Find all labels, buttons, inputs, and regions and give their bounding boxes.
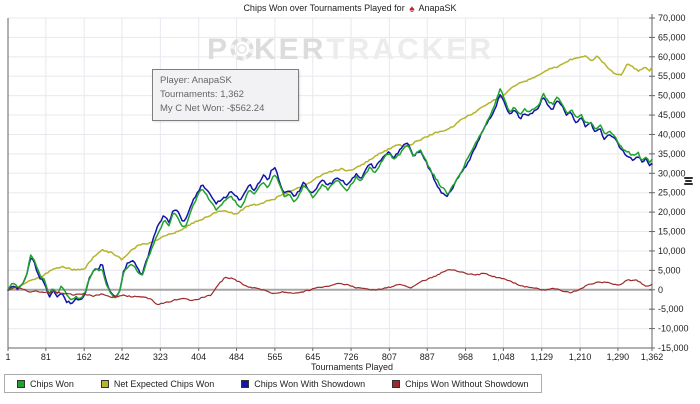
watermark-poker-ker: KER bbox=[254, 33, 327, 66]
svg-text:1: 1 bbox=[5, 352, 10, 362]
series-chips-won-without-showdown bbox=[7, 269, 653, 306]
svg-text:162: 162 bbox=[77, 352, 92, 362]
chips-unit-icon bbox=[684, 177, 693, 185]
chips-won-swatch-icon bbox=[17, 379, 25, 388]
svg-text:10,000: 10,000 bbox=[658, 246, 686, 256]
legend: Chips Won Net Expected Chips Won Chips W… bbox=[4, 374, 542, 393]
svg-text:0: 0 bbox=[658, 285, 663, 295]
tooltip-tournaments-line: Tournaments: 1,362 bbox=[160, 89, 244, 100]
chart-title-player: AnapaSK bbox=[418, 3, 457, 13]
with-showdown-swatch-icon bbox=[241, 379, 250, 388]
svg-text:20,000: 20,000 bbox=[658, 207, 686, 217]
svg-text:25,000: 25,000 bbox=[658, 188, 686, 198]
y-axis-labels: 70,000 65,000 60,000 55,000 50,000 45,000 40,0… bbox=[649, 13, 689, 353]
svg-text:807: 807 bbox=[382, 352, 397, 362]
legend-item-chips-won-with-showdown[interactable]: Chips Won With Showdown bbox=[241, 379, 365, 389]
legend-label: Chips Won With Showdown bbox=[254, 378, 366, 389]
svg-text:1,290: 1,290 bbox=[607, 352, 630, 362]
svg-text:1,362: 1,362 bbox=[641, 352, 664, 362]
svg-text:5,000: 5,000 bbox=[658, 265, 681, 275]
svg-text:55,000: 55,000 bbox=[658, 71, 686, 81]
svg-text:968: 968 bbox=[458, 352, 473, 362]
chart-title: Chips Won over Tournaments Played for ♠ … bbox=[0, 3, 700, 15]
svg-text:887: 887 bbox=[420, 352, 435, 362]
poker-chip-icon bbox=[230, 35, 254, 61]
series-chips-won-with-showdown bbox=[7, 93, 653, 305]
svg-text:-15,000: -15,000 bbox=[658, 343, 689, 353]
x-axis-labels: 1 81 162 242 323 404 484 565 645 726 807 887 968 1,04… bbox=[5, 348, 663, 362]
svg-text:484: 484 bbox=[229, 352, 244, 362]
svg-text:-5,000: -5,000 bbox=[658, 304, 684, 314]
legend-item-chips-won[interactable]: Chips Won bbox=[17, 379, 74, 389]
legend-label: Net Expected Chips Won bbox=[113, 378, 215, 389]
legend-item-chips-won-without-showdown[interactable]: Chips Won Without Showdown bbox=[392, 378, 529, 389]
svg-text:40,000: 40,000 bbox=[658, 129, 686, 139]
chart-title-text: Chips Won over Tournaments Played for bbox=[243, 3, 405, 13]
tooltip-net-won-line: My C Net Won: -$562.24 bbox=[160, 103, 265, 114]
svg-text:50,000: 50,000 bbox=[658, 91, 686, 101]
legend-label: Chips Won bbox=[30, 378, 74, 389]
svg-text:242: 242 bbox=[115, 352, 130, 362]
svg-text:45,000: 45,000 bbox=[658, 110, 686, 120]
svg-text:15,000: 15,000 bbox=[658, 227, 686, 237]
legend-item-net-expected-chips-won[interactable]: Net Expected Chips Won bbox=[100, 378, 215, 389]
svg-text:1,210: 1,210 bbox=[569, 352, 592, 362]
svg-text:323: 323 bbox=[153, 352, 168, 362]
x-axis-title: Tournaments Played bbox=[311, 362, 393, 372]
svg-text:726: 726 bbox=[344, 352, 359, 362]
svg-text:65,000: 65,000 bbox=[658, 32, 686, 42]
without-showdown-swatch-icon bbox=[392, 379, 401, 388]
svg-text:60,000: 60,000 bbox=[658, 52, 686, 62]
svg-text:404: 404 bbox=[191, 352, 206, 362]
svg-text:35,000: 35,000 bbox=[658, 149, 686, 159]
watermark-tracker: TRACKER bbox=[326, 33, 495, 66]
tooltip-player-line: Player: AnapaSK bbox=[160, 75, 232, 86]
svg-text:1,129: 1,129 bbox=[530, 352, 553, 362]
svg-text:81: 81 bbox=[41, 352, 51, 362]
svg-text:70,000: 70,000 bbox=[658, 13, 686, 23]
pokertracker-watermark: P KERTRACKER bbox=[207, 33, 494, 67]
series-net-expected-chips-won bbox=[7, 55, 653, 290]
series-chips-won bbox=[7, 88, 653, 301]
legend-label: Chips Won Without Showdown bbox=[405, 378, 529, 389]
pokertracker-spade-icon: ♠ bbox=[409, 4, 415, 15]
svg-text:30,000: 30,000 bbox=[658, 168, 686, 178]
svg-text:565: 565 bbox=[267, 352, 282, 362]
net-expected-swatch-icon bbox=[100, 379, 109, 388]
svg-text:645: 645 bbox=[305, 352, 320, 362]
player-info-tooltip: Player: AnapaSK Tournaments: 1,362 My C … bbox=[152, 69, 299, 121]
watermark-poker-p: P bbox=[207, 33, 231, 66]
svg-text:-10,000: -10,000 bbox=[658, 324, 689, 334]
svg-text:1,048: 1,048 bbox=[492, 352, 515, 362]
